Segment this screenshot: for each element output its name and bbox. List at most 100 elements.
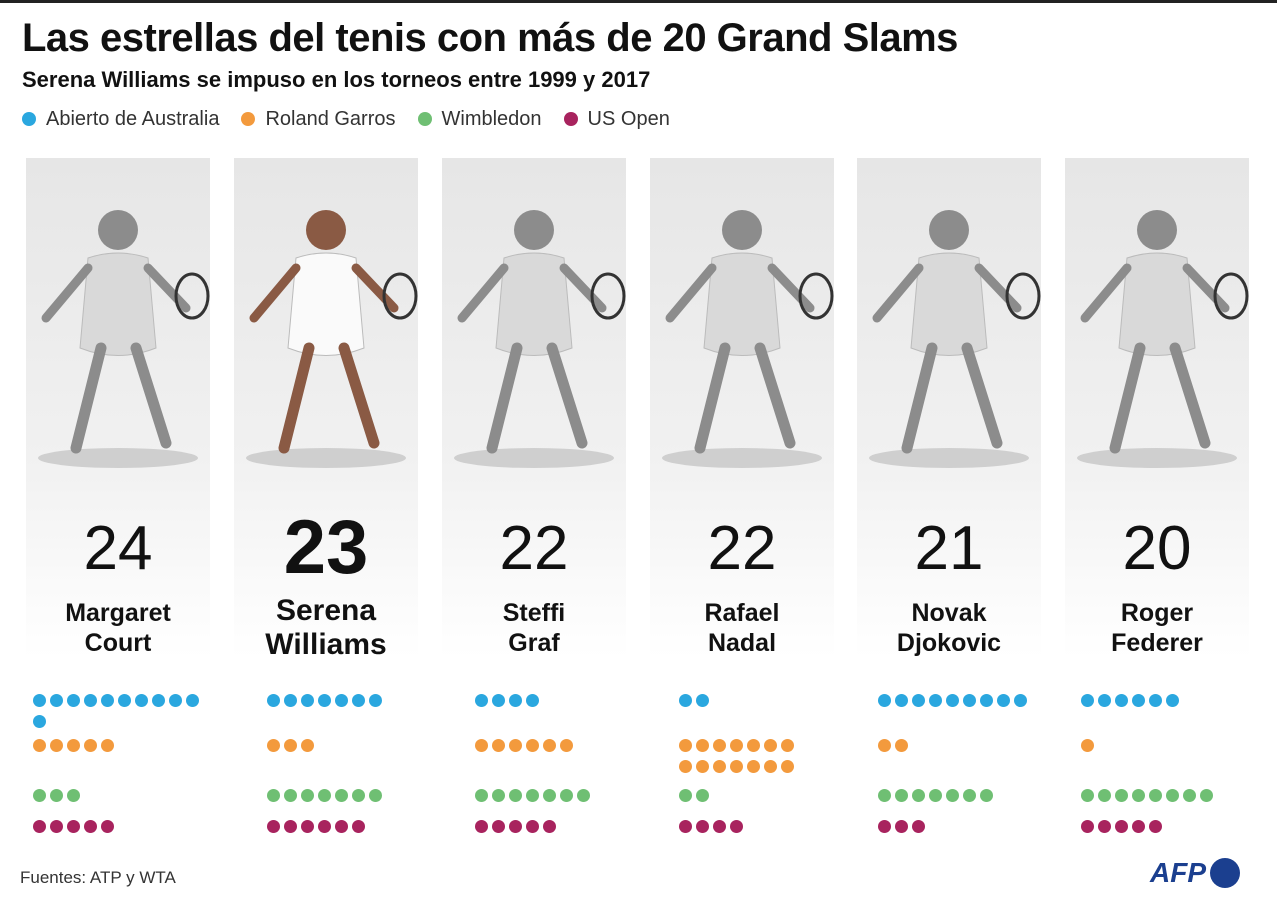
title-dot [33,715,46,728]
title-dot [895,789,908,802]
legend-swatch-roland-garros [241,112,256,126]
title-dot [696,789,709,802]
title-dot [50,694,63,707]
player-last-name: Djokovic [896,629,1002,657]
title-count-graf: 22 [499,514,569,583]
title-dot [963,789,976,802]
player-first-name: Serena [275,594,377,627]
title-dot [560,739,573,752]
title-dot [980,694,993,707]
title-dot [352,820,365,833]
title-dot [335,820,348,833]
title-dot [1014,694,1027,707]
title-dot [492,739,505,752]
title-dot [284,739,297,752]
title-dot [318,694,331,707]
title-dot [526,694,539,707]
title-dot [929,694,942,707]
player-first-name: Margaret [65,599,171,627]
afp-logo: AFP [1150,855,1240,891]
title-dot [526,820,539,833]
title-dot [284,789,297,802]
legend-item-us-open: US Open [563,107,670,131]
title-dot [1166,789,1179,802]
title-dot [1115,789,1128,802]
legend: Abierto de Australia Roland Garros Wimbl… [22,106,692,132]
title-count-nadal: 22 [707,514,777,583]
title-dot [764,760,777,773]
player-photo-nadal [662,210,834,468]
title-dot [679,694,692,707]
title-dot [912,694,925,707]
title-dot [963,694,976,707]
title-dot [713,760,726,773]
title-dot [730,739,743,752]
title-dot [878,694,891,707]
title-dot [33,694,46,707]
title-dot [1081,739,1094,752]
player-name-williams: Serena Williams [234,594,418,662]
title-dot [33,739,46,752]
title-count-federer: 20 [1122,514,1192,583]
title-dot [369,694,382,707]
title-dot [895,820,908,833]
title-dot [509,789,522,802]
title-dot [1149,789,1162,802]
player-name-graf: Steffi Graf [442,598,626,658]
title-dot [475,820,488,833]
title-dot [50,820,63,833]
player-photo-court [38,210,210,468]
player-photo-graf [454,210,626,468]
title-dot [50,739,63,752]
title-dot [67,694,80,707]
title-dot [878,789,891,802]
title-dot [118,694,131,707]
title-dot [284,694,297,707]
title-dot [284,820,297,833]
title-dot [912,820,925,833]
legend-label-roland-garros: Roland Garros [265,107,396,130]
title-dot [929,789,942,802]
title-dot [475,789,488,802]
title-dot [267,820,280,833]
legend-label-wimbledon: Wimbledon [441,107,542,130]
title-dot [267,789,280,802]
title-dot [730,820,743,833]
player-last-name: Graf [508,629,560,657]
title-dot [946,789,959,802]
title-dot [895,739,908,752]
title-dot [492,789,505,802]
title-count-djokovic: 21 [914,514,984,583]
title-dot [543,820,556,833]
title-dot [912,789,925,802]
title-dot [267,739,280,752]
title-dot [318,789,331,802]
title-dot [352,789,365,802]
title-dot [186,694,199,707]
title-dot [84,739,97,752]
player-name-nadal: Rafael Nadal [650,598,834,658]
title-dot [301,694,314,707]
title-count-williams: 23 [283,505,369,590]
title-dot [747,739,760,752]
player-name-djokovic: Novak Djokovic [857,598,1041,658]
top-rule [0,0,1277,3]
title-dot [946,694,959,707]
title-dot [369,789,382,802]
player-name-court: Margaret Court [26,598,210,658]
title-count-court: 24 [83,514,153,583]
title-dot [318,820,331,833]
title-dot [526,739,539,752]
title-dot [679,789,692,802]
title-dot [543,739,556,752]
legend-label-us-open: US Open [587,107,670,130]
title-dot [67,820,80,833]
legend-item-roland-garros: Roland Garros [241,107,396,131]
player-first-name: Novak [911,599,987,627]
title-dot [764,739,777,752]
title-dot [492,694,505,707]
title-dot [1200,789,1213,802]
title-dot [1132,820,1145,833]
title-dot [1098,694,1111,707]
title-dot [577,789,590,802]
